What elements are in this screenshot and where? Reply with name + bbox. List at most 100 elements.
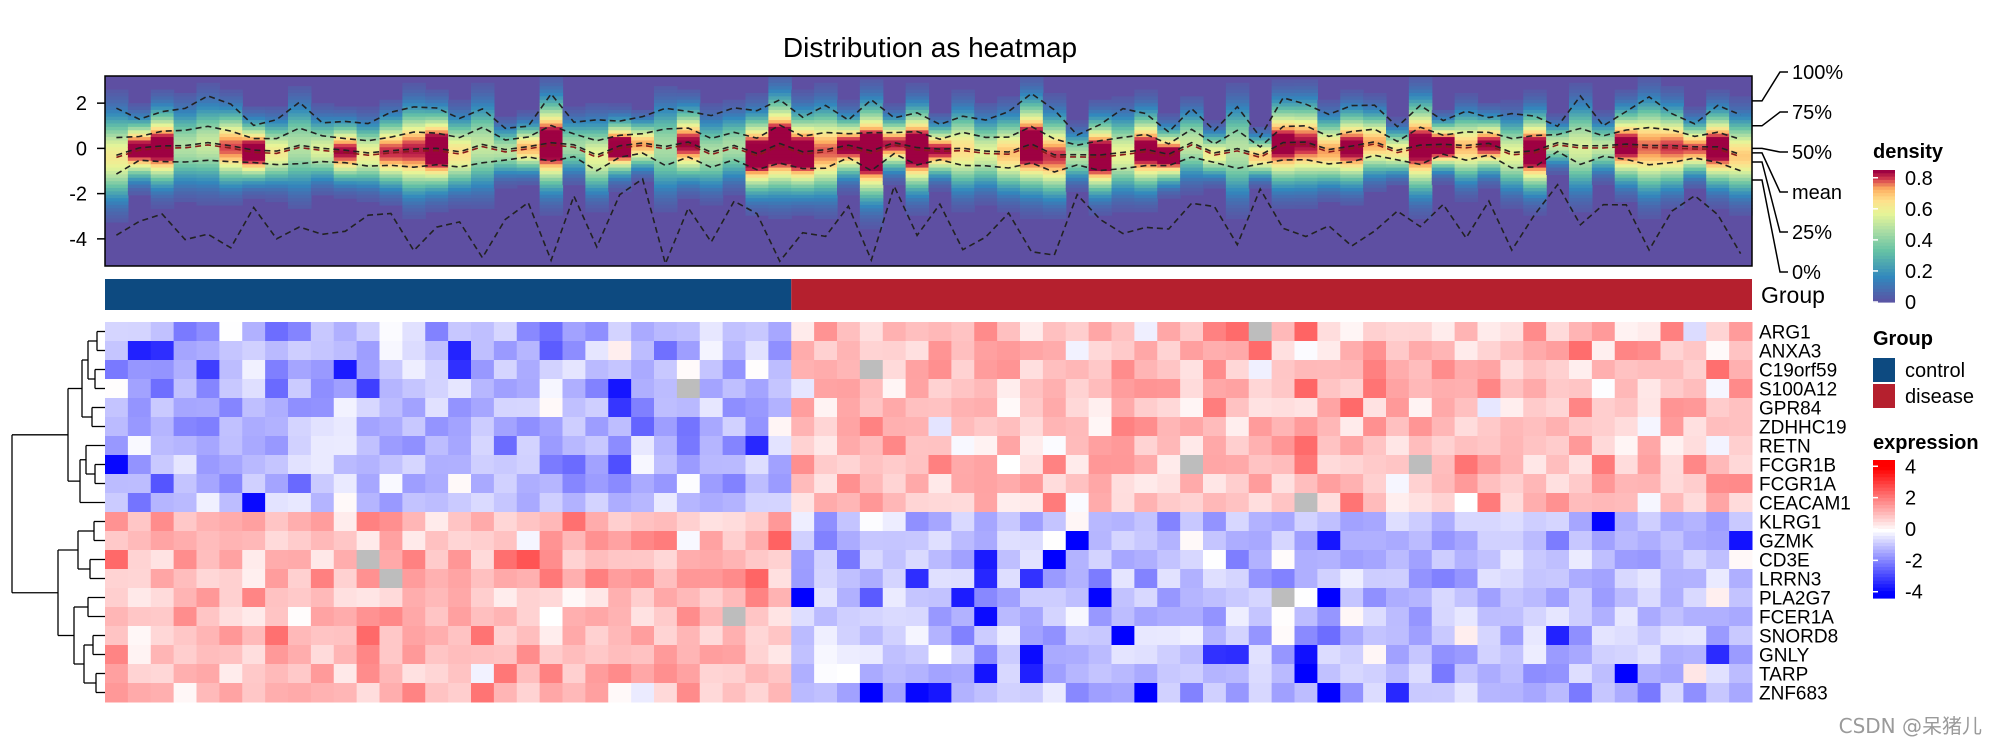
expression-legend-swatch [1873, 497, 1895, 502]
heatmap-cell [379, 436, 403, 456]
heatmap-cell [699, 322, 724, 342]
density-cell [425, 133, 449, 138]
density-cell [127, 184, 152, 189]
density-cell [219, 96, 243, 101]
density-cell [1729, 167, 1753, 172]
density-cell [1408, 106, 1433, 111]
density-cell [219, 194, 243, 199]
density-cell [1500, 157, 1524, 162]
density-cell [1042, 103, 1067, 108]
density-cell [882, 150, 907, 155]
density-cell [1408, 171, 1433, 175]
density-cell [1363, 184, 1387, 189]
heatmap-cell [265, 398, 289, 418]
density-cell [1431, 126, 1456, 131]
density-cell [1111, 171, 1135, 175]
density-cell [608, 130, 632, 135]
heatmap-cell [1454, 569, 1479, 589]
density-cell [1042, 194, 1067, 199]
heatmap-cell [928, 569, 952, 589]
heatmap-cell [1591, 550, 1616, 570]
density-cell [1042, 215, 1067, 220]
heatmap-cell [699, 550, 724, 570]
density-cell [539, 167, 564, 172]
density-cell [928, 130, 952, 135]
density-cell [676, 177, 701, 182]
heatmap-cell [1546, 683, 1570, 703]
heatmap-cell [997, 360, 1021, 380]
density-cell [539, 171, 564, 175]
heatmap-cell [1614, 607, 1639, 627]
heatmap-cell [837, 683, 861, 703]
heatmap-cell [768, 683, 792, 703]
density-cell [974, 133, 998, 138]
density-cell [516, 116, 541, 121]
density-cell [1729, 157, 1753, 162]
density-cell [333, 133, 358, 138]
density-cell [882, 140, 907, 145]
heatmap-cell [882, 341, 907, 361]
density-cell [1225, 198, 1250, 203]
density-cell [1660, 174, 1684, 179]
heatmap-cell [1203, 569, 1227, 589]
heatmap-cell [425, 512, 449, 532]
heatmap-cell [1225, 645, 1250, 665]
density-cell [585, 140, 609, 145]
density-cell [127, 140, 152, 145]
heatmap-cell [928, 683, 952, 703]
heatmap-cell [539, 398, 564, 418]
density-cell [859, 109, 884, 114]
heatmap-cell [585, 360, 609, 380]
density-cell [722, 150, 747, 155]
density-cell [1454, 198, 1479, 203]
heatmap-cell [1477, 379, 1501, 399]
heatmap-cell [882, 531, 907, 551]
density-cell [745, 184, 769, 189]
heatmap-cell [1203, 417, 1227, 437]
heatmap-cell [1683, 550, 1707, 570]
heatmap-cell [1271, 322, 1296, 342]
density-cell [654, 133, 678, 138]
heatmap-cell [1157, 683, 1181, 703]
heatmap-cell [1157, 607, 1181, 627]
density-cell [105, 113, 129, 118]
density-cell [127, 167, 152, 172]
density-cell [173, 150, 198, 155]
density-cell [882, 123, 907, 128]
density-cell [791, 123, 815, 128]
density-cell [265, 126, 289, 131]
heatmap-cell [1271, 645, 1296, 665]
group-legend-swatch [1873, 358, 1895, 382]
heatmap-cell [768, 626, 792, 646]
heatmap-cell [1042, 379, 1067, 399]
density-cell [1660, 140, 1684, 145]
density-cell [1271, 184, 1296, 189]
density-cell [585, 181, 609, 186]
heatmap-cell [219, 455, 243, 475]
density-cell [402, 113, 426, 118]
density-cell [288, 133, 312, 138]
heatmap-cell [745, 360, 769, 380]
density-cell [356, 187, 381, 192]
heatmap-cell [219, 569, 243, 589]
density-cell [791, 106, 815, 111]
heatmap-cell [448, 493, 472, 513]
density-cell [425, 120, 449, 125]
density-cell [928, 181, 952, 186]
density-cell [333, 171, 358, 175]
heatmap-cell [676, 436, 701, 456]
density-cell [1729, 147, 1753, 152]
density-cell [1134, 191, 1158, 196]
heatmap-cell [1020, 607, 1044, 627]
heatmap-cell [1683, 360, 1707, 380]
density-cell [745, 201, 769, 206]
density-cell [105, 123, 129, 128]
density-cell [1225, 82, 1250, 87]
density-cell [516, 123, 541, 128]
expression-legend-swatch [1873, 594, 1895, 599]
density-cell [1591, 137, 1616, 142]
density-cell [1683, 177, 1707, 182]
density-cell [654, 208, 678, 213]
density-cell [127, 181, 152, 186]
density-cell [150, 204, 175, 209]
